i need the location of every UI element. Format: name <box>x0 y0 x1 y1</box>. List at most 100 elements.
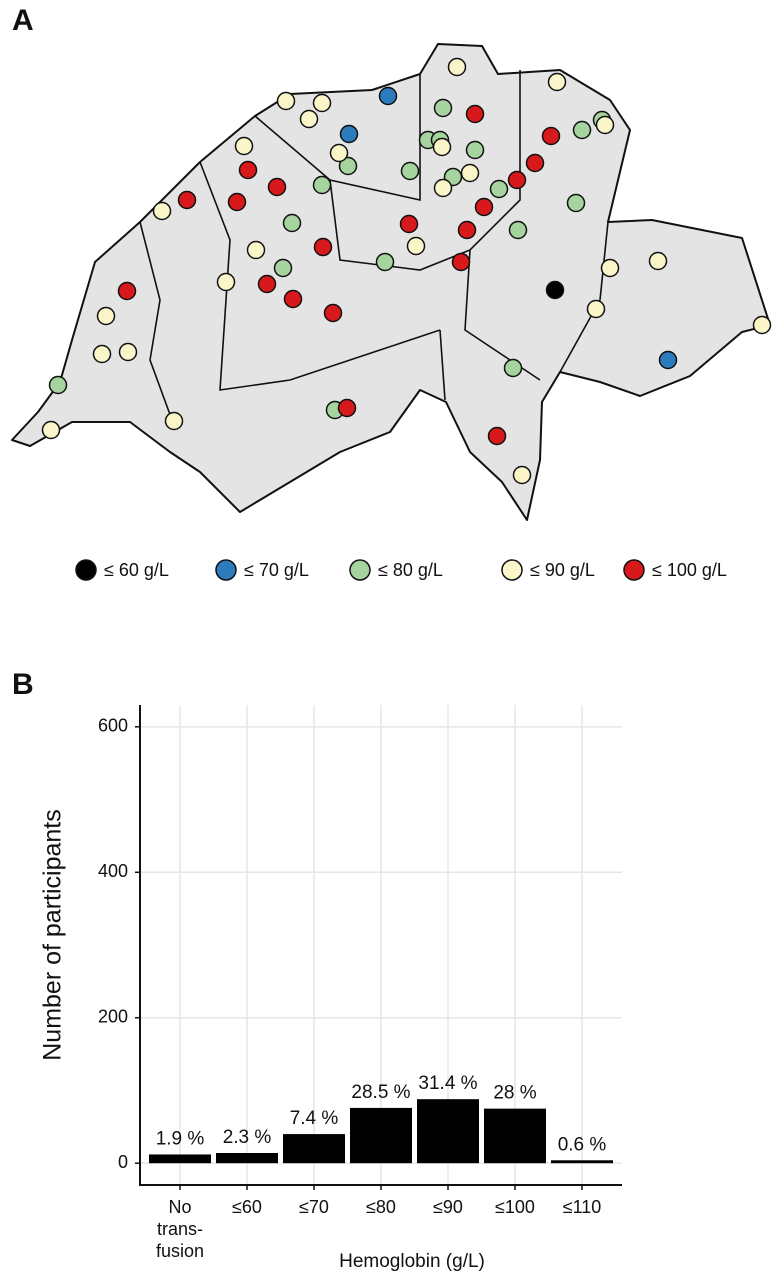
site-marker <box>166 413 183 430</box>
site-marker <box>509 172 526 189</box>
site-marker <box>275 260 292 277</box>
site-marker <box>505 360 522 377</box>
legend-label: ≤ 70 g/L <box>244 560 309 580</box>
site-marker <box>402 163 419 180</box>
site-marker <box>331 145 348 162</box>
bar <box>350 1108 412 1163</box>
site-marker <box>650 253 667 270</box>
site-marker <box>284 215 301 232</box>
site-marker <box>179 192 196 209</box>
legend-marker <box>76 560 96 580</box>
figure: A B ≤ 60 g/L≤ 70 g/L≤ 80 g/L≤ 90 g/L≤ 10… <box>0 0 773 1277</box>
bar-label: 28.5 % <box>351 1082 410 1103</box>
site-marker <box>453 254 470 271</box>
site-marker <box>467 106 484 123</box>
site-marker <box>218 274 235 291</box>
site-marker <box>547 282 564 299</box>
legend-label: ≤ 80 g/L <box>378 560 443 580</box>
site-marker <box>543 128 560 145</box>
site-marker <box>301 111 318 128</box>
site-marker <box>401 216 418 233</box>
site-marker <box>467 142 484 159</box>
site-marker <box>435 180 452 197</box>
x-tick-label: ≤70 <box>299 1197 329 1217</box>
site-marker <box>314 177 331 194</box>
x-tick-label: ≤100 <box>495 1197 535 1217</box>
x-tick-label: ≤60 <box>232 1197 262 1217</box>
site-marker <box>154 203 171 220</box>
bar <box>484 1109 546 1164</box>
site-marker <box>119 283 136 300</box>
bar-label: 31.4 % <box>418 1073 477 1094</box>
legend-marker <box>350 560 370 580</box>
site-marker <box>408 238 425 255</box>
site-marker <box>269 179 286 196</box>
x-tick-label: ≤110 <box>563 1197 602 1217</box>
bar <box>283 1134 345 1163</box>
legend-label: ≤ 90 g/L <box>530 560 595 580</box>
site-marker <box>259 276 276 293</box>
bar <box>551 1160 613 1163</box>
site-marker <box>660 352 677 369</box>
y-tick-label: 400 <box>98 861 128 881</box>
y-axis-label: Number of participants <box>39 809 67 1061</box>
site-marker <box>341 126 358 143</box>
site-marker <box>94 346 111 363</box>
site-marker <box>574 122 591 139</box>
bar <box>216 1153 278 1163</box>
bar-label: 28 % <box>493 1083 536 1104</box>
bar-label: 1.9 % <box>156 1128 205 1149</box>
y-tick-label: 0 <box>118 1152 128 1172</box>
site-marker <box>278 93 295 110</box>
legend-marker <box>216 560 236 580</box>
site-marker <box>315 239 332 256</box>
site-marker <box>325 305 342 322</box>
site-marker <box>229 194 246 211</box>
site-marker <box>459 222 476 239</box>
legend-label: ≤ 60 g/L <box>104 560 169 580</box>
site-marker <box>248 242 265 259</box>
y-tick-label: 200 <box>98 1006 128 1026</box>
bar-label: 2.3 % <box>223 1127 272 1148</box>
site-marker <box>754 317 771 334</box>
site-marker <box>588 301 605 318</box>
site-marker <box>434 139 451 156</box>
site-marker <box>120 344 137 361</box>
site-marker <box>435 100 452 117</box>
site-marker <box>380 88 397 105</box>
site-marker <box>514 467 531 484</box>
site-marker <box>43 422 60 439</box>
bar-label: 7.4 % <box>290 1108 339 1129</box>
legend-marker <box>502 560 522 580</box>
bar <box>149 1154 211 1163</box>
panel-label: B <box>12 668 34 701</box>
site-marker <box>491 181 508 198</box>
site-marker <box>462 165 479 182</box>
map <box>12 44 771 520</box>
site-marker <box>549 74 566 91</box>
site-marker <box>377 254 394 271</box>
x-axis-label: Hemoglobin (g/L) <box>339 1251 485 1272</box>
site-marker <box>449 59 466 76</box>
site-marker <box>527 155 544 172</box>
site-marker <box>476 199 493 216</box>
bar <box>417 1099 479 1163</box>
legend-label: ≤ 100 g/L <box>652 560 727 580</box>
bar-label: 0.6 % <box>558 1134 607 1155</box>
site-marker <box>50 377 67 394</box>
x-tick-label: ≤80 <box>366 1197 396 1217</box>
site-marker <box>597 117 614 134</box>
site-marker <box>339 400 356 417</box>
site-marker <box>240 162 257 179</box>
legend-marker <box>624 560 644 580</box>
site-marker <box>314 95 331 112</box>
site-marker <box>98 308 115 325</box>
site-marker <box>285 291 302 308</box>
site-marker <box>568 195 585 212</box>
y-tick-label: 600 <box>98 716 128 736</box>
x-tick-label: ≤90 <box>433 1197 463 1217</box>
site-marker <box>489 428 506 445</box>
site-marker <box>236 138 253 155</box>
site-marker <box>602 260 619 277</box>
